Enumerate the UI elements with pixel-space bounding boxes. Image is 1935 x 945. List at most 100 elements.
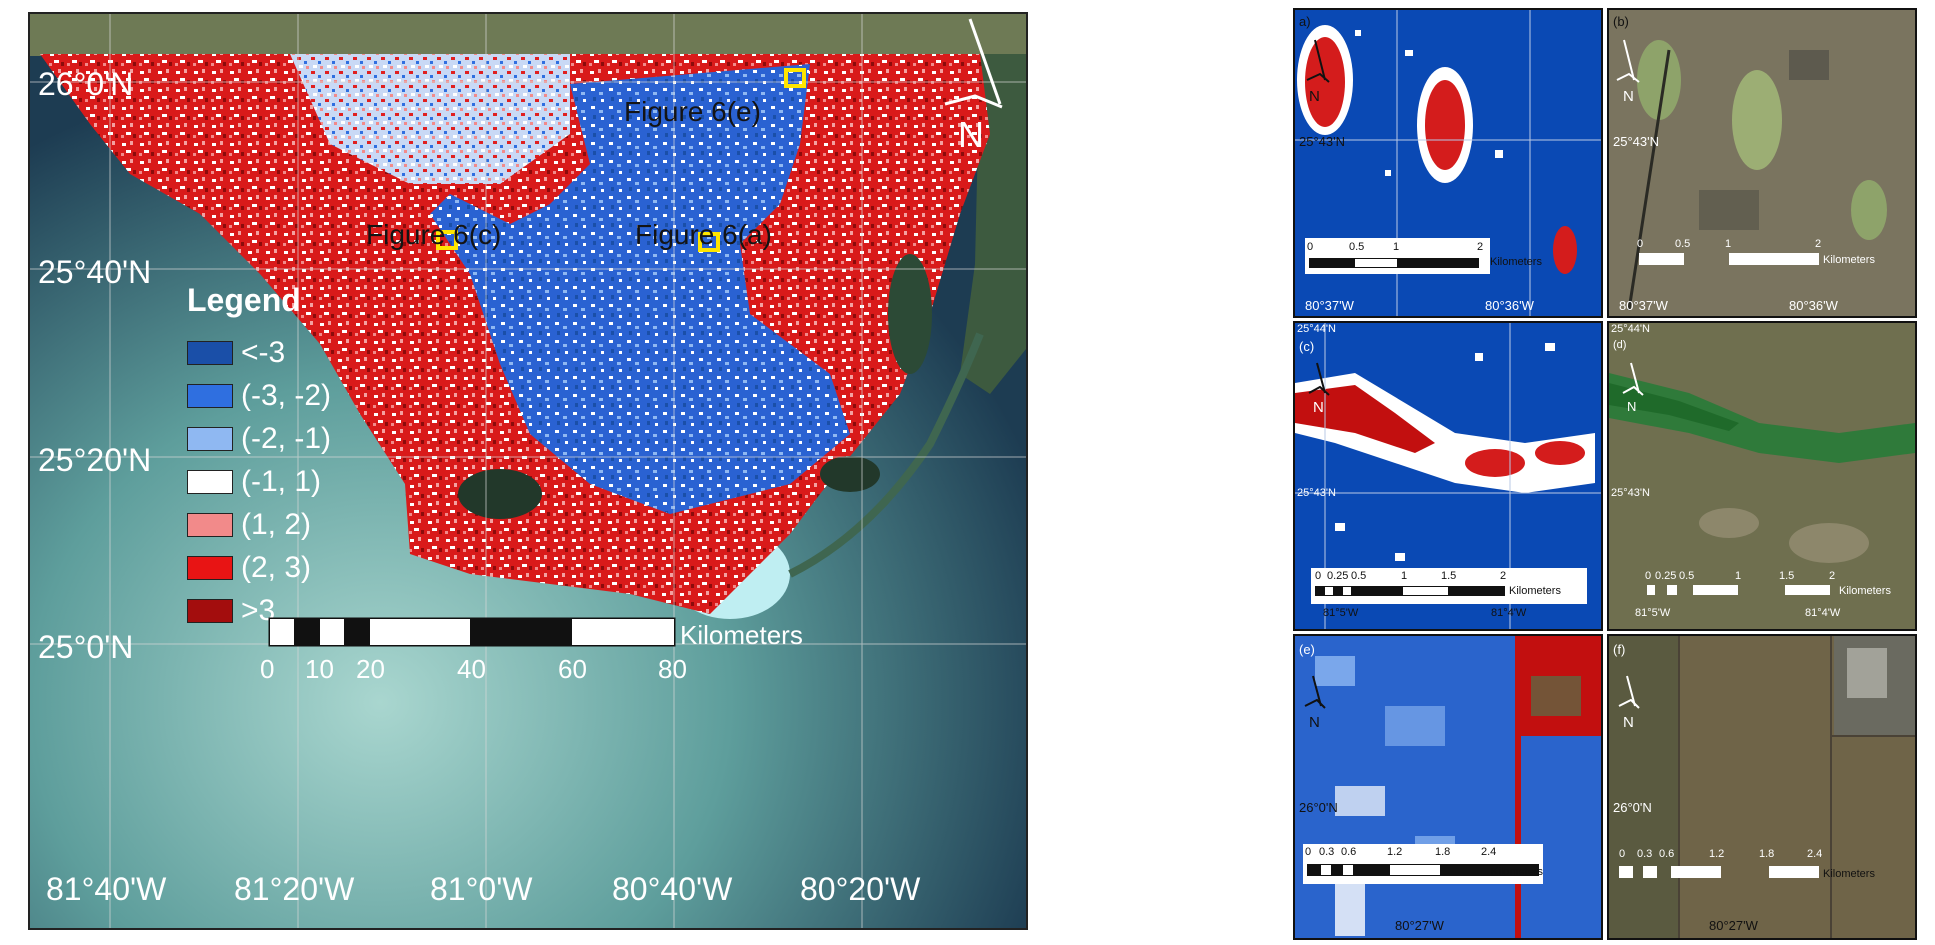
legend-label: (-3, -2) bbox=[241, 379, 331, 412]
legend-item: (-2, -1) bbox=[187, 422, 331, 456]
panel-lat-top: 25°44'N bbox=[1297, 323, 1336, 335]
panel-label: (d) bbox=[1613, 339, 1627, 351]
legend-swatch bbox=[187, 556, 233, 580]
main-map-image bbox=[30, 14, 1026, 928]
scale-unit: Kilometers bbox=[680, 620, 803, 650]
panel-e-map bbox=[1295, 636, 1601, 938]
figure-6a-label: Figure 6(a) bbox=[635, 219, 772, 250]
legend-label: (-2, -1) bbox=[241, 422, 331, 455]
panel-d: 25°44'N (d) N 25°43'N 0 0.25 0.5 1 1.5 2… bbox=[1607, 321, 1917, 631]
panel-scale-tick: 0.5 bbox=[1351, 570, 1367, 582]
lat-label-25-20: 25°20'N bbox=[38, 442, 152, 478]
legend-title: Legend bbox=[187, 282, 301, 318]
panel-a: a) N 25°43'N 0 0.5 1 2 Kilometers 80°37'… bbox=[1293, 8, 1603, 318]
legend-label: (-1, 1) bbox=[241, 465, 322, 498]
panel-lon-left: 80°37'W bbox=[1619, 298, 1668, 313]
panel-f: (f) N 26°0'N 0 0.3 0.6 1.2 1.8 2.4 Kilom… bbox=[1607, 634, 1917, 940]
panel-scale-tick: 1.5 bbox=[1779, 570, 1795, 582]
panel-scale-unit: Kilometers bbox=[1509, 585, 1561, 597]
panel-label: (b) bbox=[1613, 14, 1629, 29]
panel-lon-left: 80°37'W bbox=[1305, 298, 1354, 313]
panel-north: N bbox=[1313, 399, 1324, 416]
panel-scale-tick: 1.8 bbox=[1435, 846, 1451, 858]
panel-label: a) bbox=[1299, 14, 1311, 29]
panel-lat: 25°43'N bbox=[1611, 487, 1650, 499]
study-area-c-marker bbox=[436, 230, 458, 250]
lat-label-26-0: 26°0'N bbox=[38, 66, 134, 102]
panel-lon-left: 81°5'W bbox=[1323, 607, 1359, 619]
panel-lon-right: 81°4'W bbox=[1805, 607, 1841, 619]
panel-scale-unit: Kilometers bbox=[1490, 256, 1542, 268]
panel-b-map bbox=[1609, 10, 1915, 316]
panel-d-map bbox=[1609, 323, 1915, 629]
legend-item: (1, 2) bbox=[187, 508, 311, 542]
study-area-a-marker bbox=[698, 232, 720, 252]
panel-scale-tick: 2 bbox=[1500, 570, 1507, 582]
study-area-e-marker bbox=[784, 68, 806, 88]
panel-north: N bbox=[1623, 714, 1634, 731]
legend-swatch bbox=[187, 470, 233, 494]
panel-c-map bbox=[1295, 323, 1601, 629]
main-map: 26°0'N 25°40'N 25°20'N 25°0'N 81°40'W 81… bbox=[28, 12, 1028, 930]
panel-north: N bbox=[1623, 88, 1634, 105]
panel-scale-tick: 1 bbox=[1735, 570, 1742, 582]
panel-scale-tick: 0 bbox=[1307, 241, 1314, 253]
legend-swatch bbox=[187, 513, 233, 537]
panel-scale-tick: 0.3 bbox=[1637, 848, 1653, 860]
north-arrow-icon bbox=[1306, 39, 1330, 83]
panel-north: N bbox=[1309, 88, 1320, 105]
panel-scale-unit: Kilometers bbox=[1839, 585, 1891, 597]
panel-scale-tick: 0.6 bbox=[1659, 848, 1675, 860]
panel-lat: 25°43'N bbox=[1297, 487, 1336, 499]
panel-scale-unit: Kilometers bbox=[1823, 254, 1875, 266]
lon-label-80-20: 80°20'W bbox=[800, 871, 921, 907]
north-arrow-icon bbox=[1304, 675, 1326, 709]
north-arrow-icon bbox=[944, 18, 1003, 109]
legend-item: (-1, 1) bbox=[187, 465, 321, 499]
panel-scale-tick: 0 bbox=[1315, 570, 1322, 582]
panel-scale-tick: 0.3 bbox=[1319, 846, 1335, 858]
scale-tick: 10 bbox=[305, 654, 334, 684]
panel-lon-left: 81°5'W bbox=[1635, 607, 1671, 619]
panel-lon-right: 80°36'W bbox=[1789, 298, 1838, 313]
panel-scale-tick: 0.25 bbox=[1327, 570, 1349, 582]
panel-lon: 80°27'W bbox=[1395, 918, 1444, 933]
panel-north: N bbox=[1309, 714, 1320, 731]
panel-scale-tick: 0 bbox=[1637, 238, 1644, 250]
panel-scale-tick: 0.5 bbox=[1349, 241, 1365, 253]
north-label: N bbox=[958, 114, 984, 155]
panel-north: N bbox=[1627, 399, 1637, 414]
figure-6c-label: Figure 6(c) bbox=[366, 219, 502, 250]
panel-lat: 26°0'N bbox=[1613, 800, 1652, 815]
panel-scale-unit: Kilometers bbox=[1491, 866, 1543, 878]
legend-label: <-3 bbox=[241, 336, 286, 369]
panel-lon: 80°27'W bbox=[1709, 918, 1758, 933]
panel-scale-tick: 2.4 bbox=[1807, 848, 1823, 860]
legend-item: >3 bbox=[187, 594, 275, 628]
panel-scale-tick: 1 bbox=[1725, 238, 1732, 250]
panel-scale-tick: 0 bbox=[1305, 846, 1312, 858]
legend-swatch bbox=[187, 341, 233, 365]
figure-6e-label: Figure 6(e) bbox=[624, 96, 761, 127]
legend-swatch bbox=[187, 384, 233, 408]
lon-label-81-40: 81°40'W bbox=[46, 871, 167, 907]
panel-scale-unit: Kilometers bbox=[1823, 868, 1875, 880]
scale-tick: 0 bbox=[260, 654, 275, 684]
lat-label-25-40: 25°40'N bbox=[38, 254, 152, 290]
lon-label-80-40: 80°40'W bbox=[612, 871, 733, 907]
north-arrow-icon bbox=[1308, 362, 1330, 396]
panel-f-map bbox=[1609, 636, 1915, 938]
panel-scale-tick: 0.5 bbox=[1679, 570, 1695, 582]
lon-label-81-0: 81°0'W bbox=[430, 871, 533, 907]
panel-label: (e) bbox=[1299, 642, 1315, 657]
panel-e: (e) N 26°0'N 0 0.3 0.6 1.2 1.8 2.4 Kilom… bbox=[1293, 634, 1603, 940]
legend-item: <-3 bbox=[187, 336, 285, 370]
lon-label-81-20: 81°20'W bbox=[234, 871, 355, 907]
panel-scale-tick: 0 bbox=[1645, 570, 1652, 582]
north-arrow-icon bbox=[1616, 39, 1640, 83]
panel-scale-tick: 1 bbox=[1393, 241, 1400, 253]
panel-lat-top: 25°44'N bbox=[1611, 323, 1650, 335]
panel-scale-tick: 1.5 bbox=[1441, 570, 1457, 582]
panel-scale-tick: 2 bbox=[1477, 241, 1484, 253]
legend-label: (2, 3) bbox=[241, 551, 312, 584]
